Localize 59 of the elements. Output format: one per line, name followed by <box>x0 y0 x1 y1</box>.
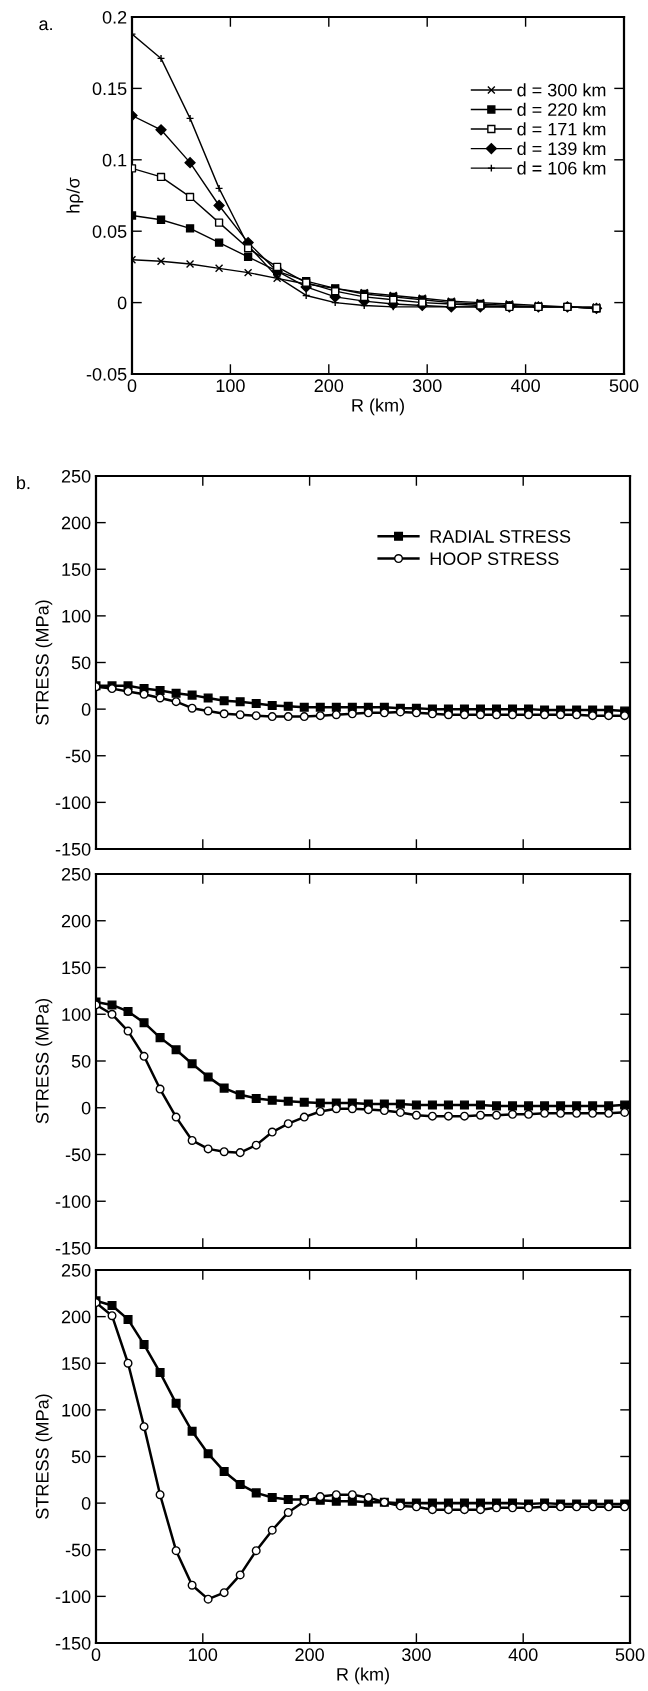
x-axis-title: R (km) <box>352 398 404 416</box>
y-axis-title: STRESS (MPa) <box>35 600 53 725</box>
y-tick-label: -0.05 <box>86 367 127 381</box>
y-tick-label: 0.1 <box>102 153 127 167</box>
x-tick-label: 0 <box>127 379 137 393</box>
legend-label: d = 300 km <box>517 83 606 97</box>
legend-label: d = 139 km <box>517 141 606 156</box>
legend-label: d = 106 km <box>517 161 606 175</box>
y-tick-label: 150 <box>62 1357 91 1370</box>
y-tick-label: 0 <box>81 1101 91 1115</box>
legend-label: d = 220 km <box>517 102 606 116</box>
y-axis-title: STRESS (MPa) <box>35 1394 53 1519</box>
y-tick-label: 0.15 <box>92 82 127 96</box>
y-tick-label: 0.05 <box>92 225 127 238</box>
x-tick-label: 100 <box>216 379 245 393</box>
x-tick-label: 300 <box>412 379 442 393</box>
y-axis-title: STRESS (MPa) <box>35 998 53 1124</box>
y-tick-label: -150 <box>55 1636 91 1650</box>
y-tick-label: 200 <box>61 516 91 530</box>
y-tick-label: 100 <box>62 1403 91 1417</box>
y-tick-label: -50 <box>65 749 91 763</box>
y-tick-label: 200 <box>61 1310 91 1324</box>
y-tick-label: -100 <box>55 1590 91 1604</box>
y-tick-label: 250 <box>61 867 91 881</box>
y-tick-label: -150 <box>55 842 91 856</box>
y-tick-label: 100 <box>62 609 91 623</box>
y-tick-label: 150 <box>62 961 91 975</box>
y-tick-label: -50 <box>65 1543 91 1557</box>
y-tick-label: -150 <box>55 1241 91 1255</box>
text: b. <box>17 476 30 490</box>
y-tick-label: 250 <box>61 469 91 483</box>
x-tick-label: 100 <box>189 1648 218 1662</box>
y-tick-label: -100 <box>55 796 91 810</box>
legend-label: HOOP STRESS <box>430 552 559 566</box>
y-tick-label: 200 <box>61 914 91 928</box>
y-tick-label: 50 <box>71 656 91 670</box>
x-tick-label: 300 <box>402 1648 431 1662</box>
legend-label: d = 171 km <box>517 122 606 136</box>
x-tick-label: 500 <box>609 379 639 393</box>
y-tick-label: 0 <box>81 703 91 716</box>
y-tick-label: 0.2 <box>102 10 127 24</box>
y-tick-label: 0 <box>117 296 127 310</box>
y-tick-label: 50 <box>71 1450 91 1464</box>
y-tick-label: 150 <box>62 563 91 576</box>
y-axis-title: hρ/σ <box>66 177 84 213</box>
x-tick-label: 500 <box>615 1648 645 1662</box>
y-tick-label: 0 <box>81 1497 91 1510</box>
x-tick-label: 400 <box>508 1648 538 1662</box>
legend-label: RADIAL STRESS <box>430 530 571 543</box>
y-tick-label: -50 <box>65 1148 91 1162</box>
x-tick-label: 200 <box>314 379 344 393</box>
text: a. <box>39 20 52 31</box>
y-tick-label: -100 <box>55 1195 91 1208</box>
y-tick-label: 50 <box>71 1054 91 1068</box>
y-tick-label: 250 <box>61 1263 91 1277</box>
y-tick-label: 100 <box>62 1008 91 1021</box>
x-axis-title: R (km) <box>337 1667 389 1685</box>
x-tick-label: 200 <box>295 1648 324 1662</box>
x-tick-label: 400 <box>510 379 540 393</box>
